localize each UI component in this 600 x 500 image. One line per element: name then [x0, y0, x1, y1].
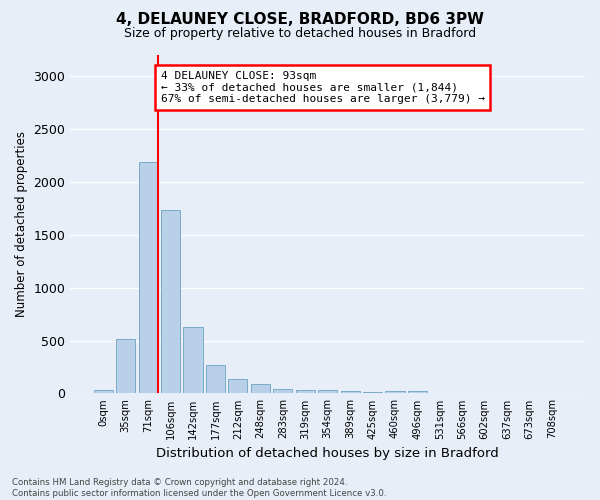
Bar: [408, 392, 427, 394]
Bar: [116, 340, 135, 394]
Bar: [94, 390, 113, 394]
Y-axis label: Number of detached properties: Number of detached properties: [15, 131, 28, 317]
X-axis label: Distribution of detached houses by size in Bradford: Distribution of detached houses by size …: [156, 447, 499, 460]
Bar: [184, 328, 203, 394]
Bar: [318, 390, 337, 394]
Bar: [385, 391, 404, 394]
Bar: [273, 388, 292, 394]
Bar: [251, 384, 270, 394]
Text: 4 DELAUNEY CLOSE: 93sqm
← 33% of detached houses are smaller (1,844)
67% of semi: 4 DELAUNEY CLOSE: 93sqm ← 33% of detache…: [161, 71, 485, 104]
Text: Contains HM Land Registry data © Crown copyright and database right 2024.
Contai: Contains HM Land Registry data © Crown c…: [12, 478, 386, 498]
Bar: [296, 390, 315, 394]
Bar: [341, 392, 359, 394]
Text: 4, DELAUNEY CLOSE, BRADFORD, BD6 3PW: 4, DELAUNEY CLOSE, BRADFORD, BD6 3PW: [116, 12, 484, 28]
Bar: [363, 392, 382, 394]
Text: Size of property relative to detached houses in Bradford: Size of property relative to detached ho…: [124, 28, 476, 40]
Bar: [139, 162, 158, 394]
Bar: [161, 210, 180, 394]
Bar: [430, 393, 449, 394]
Bar: [229, 379, 247, 394]
Bar: [206, 365, 225, 394]
